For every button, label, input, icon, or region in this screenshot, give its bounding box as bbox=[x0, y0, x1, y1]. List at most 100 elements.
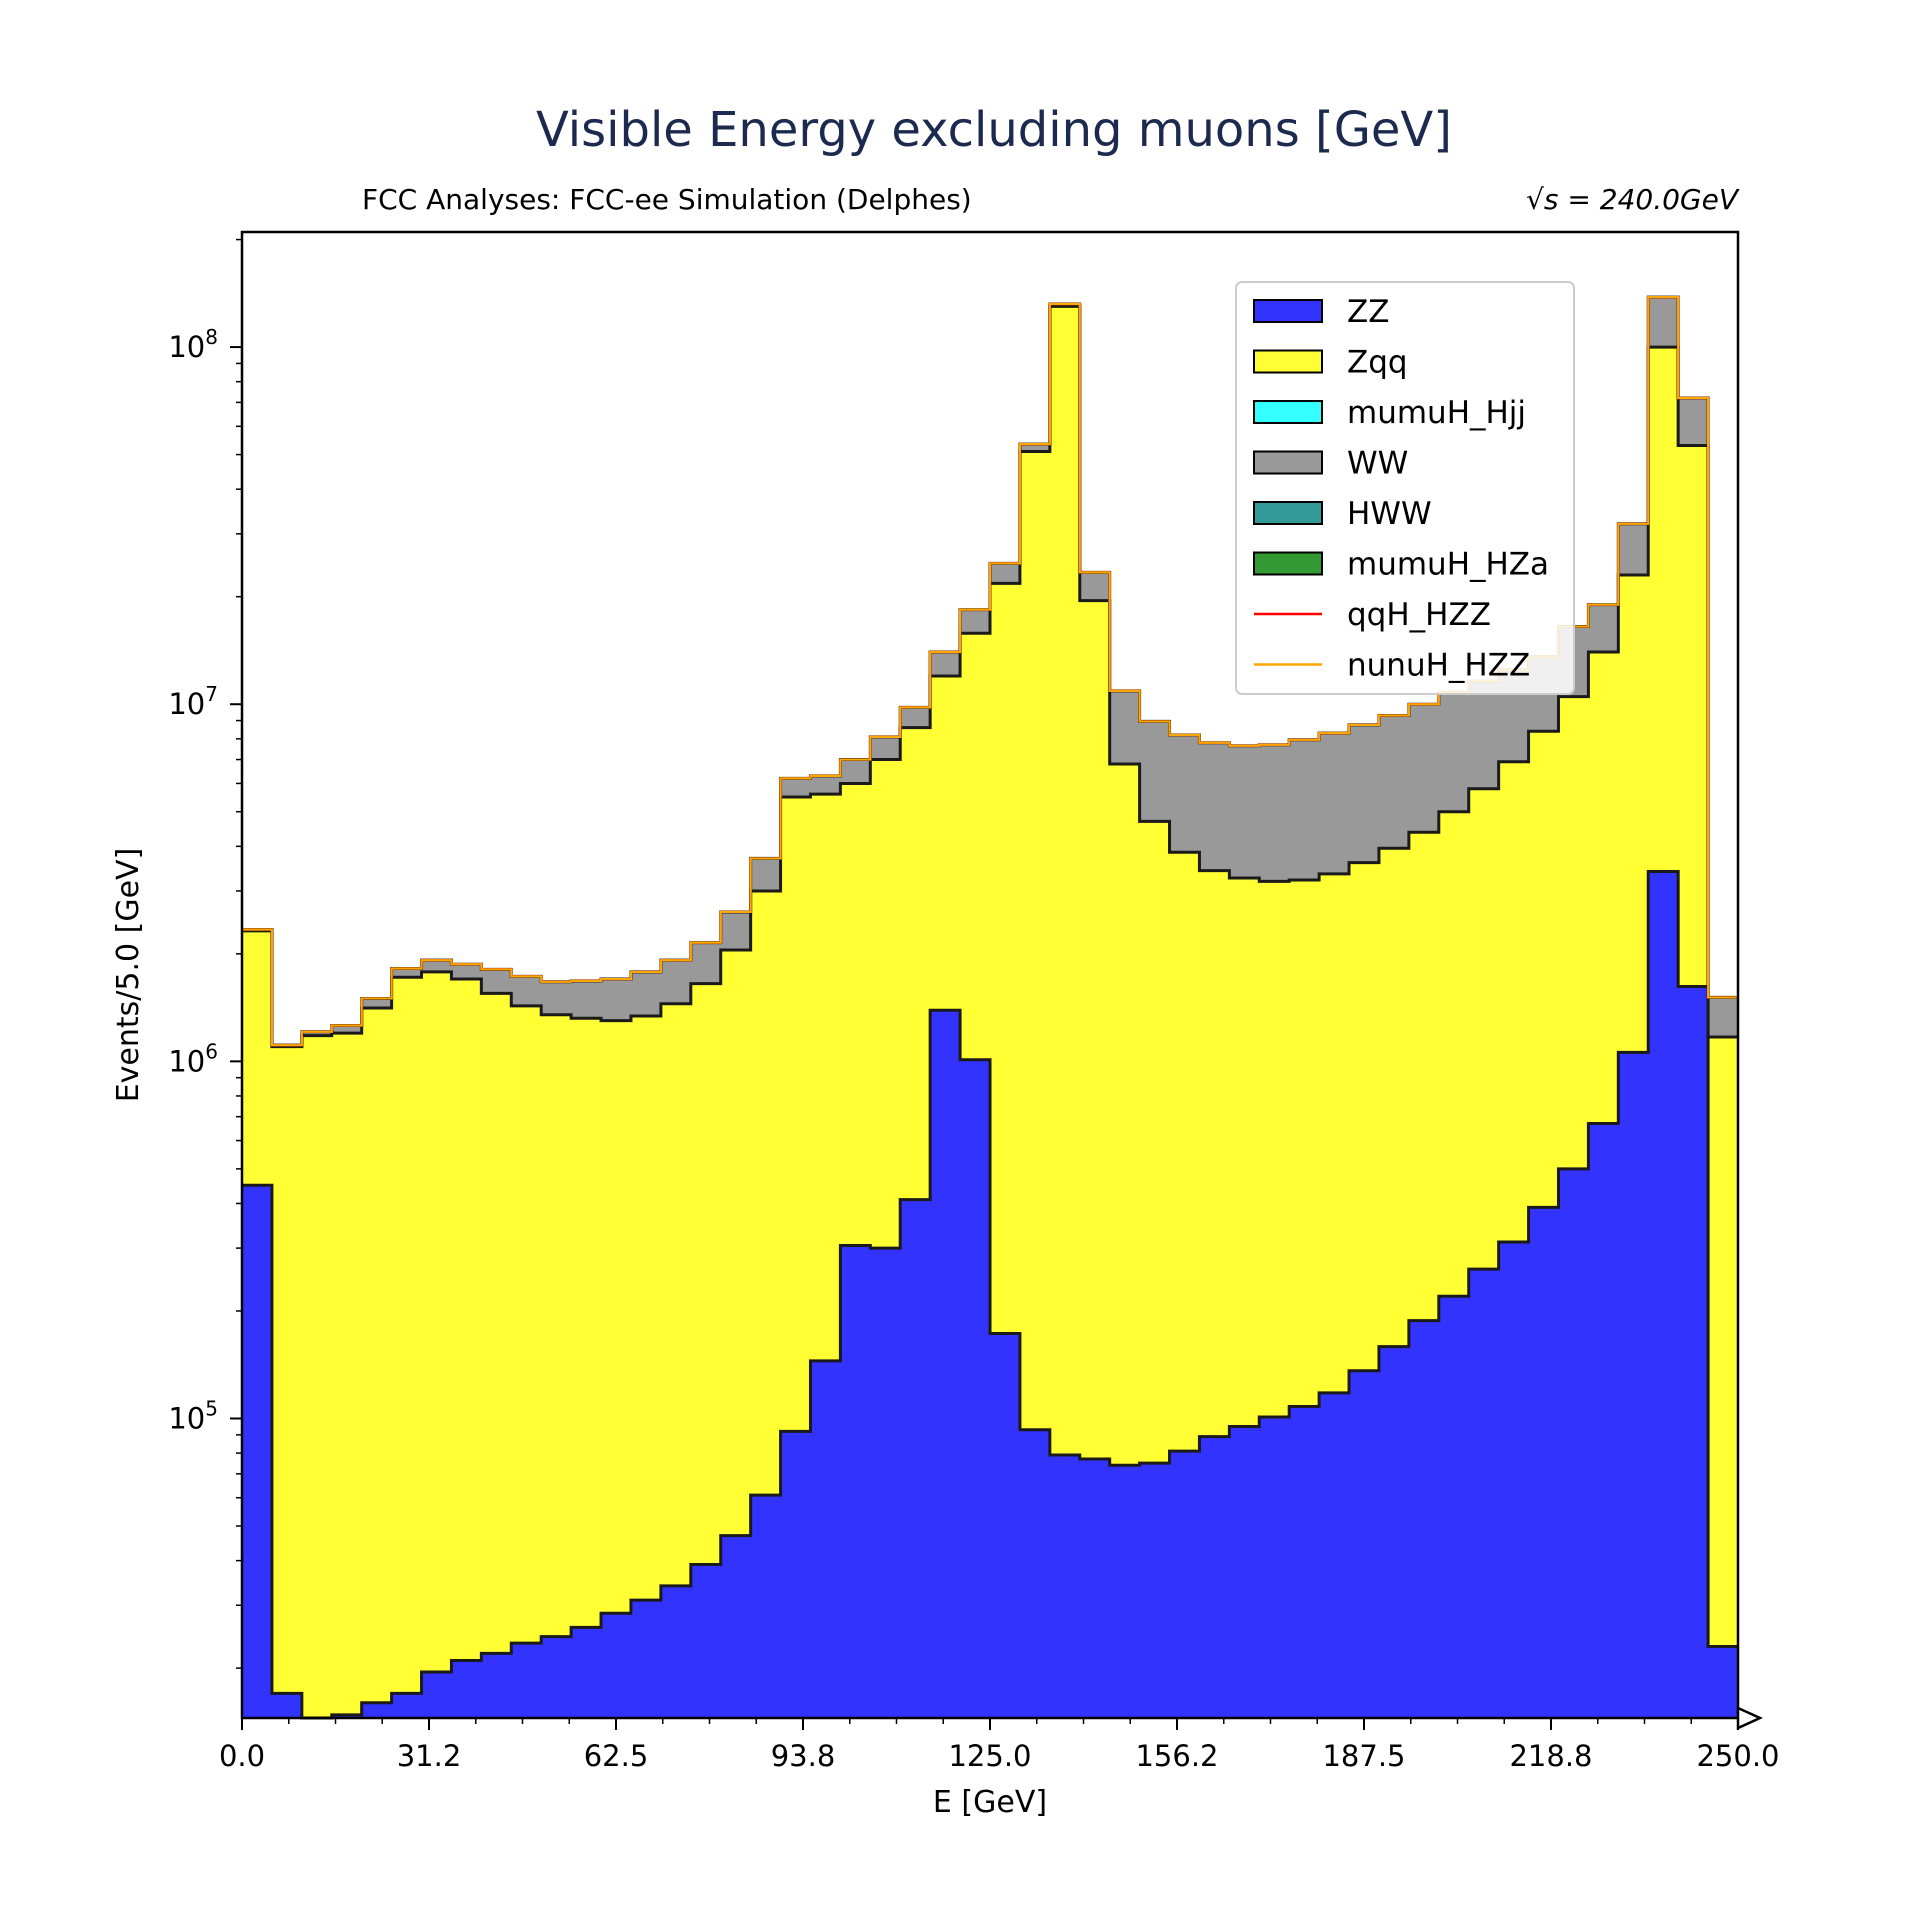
x-tick-label: 250.0 bbox=[1696, 1739, 1779, 1773]
x-tick-label: 125.0 bbox=[948, 1739, 1031, 1773]
y-tick-label: 107 bbox=[168, 682, 218, 721]
bin-zz bbox=[1139, 1463, 1171, 1718]
bin-zz bbox=[1438, 1296, 1470, 1718]
legend-swatch-hww bbox=[1253, 501, 1323, 525]
bin-zz bbox=[1109, 1465, 1141, 1718]
bin-zz bbox=[660, 1585, 692, 1718]
bin-zz bbox=[361, 1702, 393, 1718]
bin-zqq bbox=[361, 1008, 393, 1718]
bin-zz bbox=[1588, 1123, 1619, 1718]
chart-subtitle-right: √s = 240.0GeV bbox=[1526, 183, 1740, 216]
legend-label-mumuh-hza: mumuH_HZa bbox=[1347, 547, 1549, 583]
bin-zqq bbox=[511, 1005, 542, 1718]
bin-zz bbox=[900, 1199, 931, 1718]
bin-zqq bbox=[421, 971, 453, 1718]
bin-zz bbox=[1378, 1346, 1410, 1718]
x-axis-arrow bbox=[1736, 1706, 1764, 1730]
bin-zz bbox=[451, 1660, 482, 1718]
bin-zz bbox=[541, 1636, 572, 1718]
bin-zz bbox=[481, 1653, 512, 1718]
bin-zz bbox=[1648, 871, 1679, 1718]
bin-zz bbox=[391, 1693, 423, 1718]
legend-label-qqh-hzz: qqH_HZZ bbox=[1347, 597, 1491, 633]
bin-zqq bbox=[301, 1035, 333, 1718]
bin-zz bbox=[571, 1627, 602, 1718]
bin-zqq bbox=[451, 979, 482, 1718]
x-tick-label: 187.5 bbox=[1322, 1739, 1405, 1773]
outline-zz bbox=[242, 870, 1738, 1720]
x-tick-label: 0.0 bbox=[219, 1739, 265, 1773]
x-axis: 0.0 31.2 62.5 93.8 125.0 156.2 187.5 218.8 250.0 bbox=[219, 1718, 1780, 1773]
bin-zz bbox=[601, 1613, 632, 1718]
bin-zz bbox=[990, 1333, 1021, 1718]
legend-label-ww: WW bbox=[1347, 446, 1408, 482]
bin-zz bbox=[1169, 1451, 1201, 1718]
bin-zz bbox=[1528, 1207, 1560, 1718]
bin-zz bbox=[930, 1010, 961, 1718]
legend-frame bbox=[1235, 281, 1575, 695]
bin-zz bbox=[1049, 1455, 1081, 1718]
bin-zz bbox=[1468, 1269, 1500, 1718]
bin-zz bbox=[690, 1564, 722, 1718]
x-axis-label: E [GeV] bbox=[933, 1785, 1047, 1820]
bin-zz bbox=[810, 1360, 841, 1718]
x-tick-label: 62.5 bbox=[584, 1739, 649, 1773]
bin-zz bbox=[1079, 1459, 1111, 1718]
bin-zz bbox=[421, 1672, 453, 1718]
legend-label-zqq: Zqq bbox=[1347, 345, 1408, 381]
bin-zqq bbox=[271, 1046, 303, 1718]
bin-zz bbox=[1199, 1436, 1230, 1718]
bin-zqq bbox=[571, 1018, 602, 1718]
y-axis-label: Events/5.0 [GeV] bbox=[111, 848, 146, 1103]
legend-swatch-ww bbox=[1253, 450, 1323, 475]
legend-swatch-mumuh-hjj bbox=[1253, 400, 1323, 424]
bin-zz bbox=[511, 1643, 542, 1718]
legend-swatch-mumuh-hza bbox=[1253, 551, 1323, 576]
bin-zz bbox=[720, 1535, 752, 1718]
y-tick-label: 108 bbox=[168, 325, 218, 364]
bin-zz bbox=[1259, 1416, 1290, 1718]
bin-zz bbox=[1678, 986, 1709, 1718]
bin-zz bbox=[1289, 1406, 1320, 1718]
bin-zqq bbox=[331, 1033, 363, 1718]
bin-zqq bbox=[1708, 1037, 1739, 1718]
bin-zqq bbox=[601, 1020, 632, 1718]
bin-zz bbox=[840, 1245, 871, 1718]
bin-zz bbox=[1319, 1392, 1350, 1718]
x-tick-label: 218.8 bbox=[1509, 1739, 1592, 1773]
legend-label-nunuh-hzz: nunuH_HZZ bbox=[1347, 648, 1530, 684]
bin-zz bbox=[1618, 1052, 1649, 1718]
series-zz bbox=[242, 871, 1739, 1718]
bin-zz bbox=[750, 1495, 782, 1718]
chart-title: Visible Energy excluding muons [GeV] bbox=[536, 102, 1452, 158]
bin-zz bbox=[242, 1185, 273, 1718]
bin-zz bbox=[1229, 1426, 1260, 1718]
legend-label-hww: HWW bbox=[1347, 496, 1432, 532]
y-tick-label: 106 bbox=[168, 1039, 218, 1078]
bin-zz bbox=[1498, 1242, 1530, 1718]
x-tick-label: 31.2 bbox=[397, 1739, 462, 1773]
bin-zqq bbox=[391, 977, 423, 1718]
bin-zqq bbox=[541, 1014, 572, 1718]
bin-zz bbox=[630, 1600, 662, 1718]
bin-zz bbox=[271, 1693, 303, 1718]
bin-zz bbox=[331, 1714, 363, 1718]
bin-zqq bbox=[481, 993, 512, 1718]
y-tick-label: 105 bbox=[168, 1396, 218, 1435]
legend-label-mumuh-hjj: mumuH_Hjj bbox=[1347, 395, 1526, 431]
chart-subtitle-left: FCC Analyses: FCC-ee Simulation (Delphes… bbox=[362, 183, 972, 216]
legend-swatch-zz bbox=[1253, 299, 1323, 323]
bin-zz bbox=[960, 1059, 991, 1718]
legend: ZZ Zqq mumuH_Hjj WW HWW mumuH_HZa qqH_HZZ nunuH… bbox=[1235, 281, 1575, 695]
bin-zz bbox=[1349, 1370, 1380, 1718]
bin-zz bbox=[780, 1431, 812, 1718]
bin-zz bbox=[1019, 1429, 1051, 1718]
bin-zz bbox=[1558, 1168, 1589, 1718]
legend-items: ZZ Zqq mumuH_Hjj WW HWW mumuH_HZa qqH_HZZ nunuH… bbox=[1253, 294, 1549, 684]
x-tick-label: 93.8 bbox=[771, 1739, 836, 1773]
plot-area bbox=[242, 295, 1739, 1720]
bin-zz bbox=[1708, 1646, 1739, 1718]
bin-zz bbox=[1408, 1320, 1440, 1718]
legend-label-zz: ZZ bbox=[1347, 294, 1389, 330]
